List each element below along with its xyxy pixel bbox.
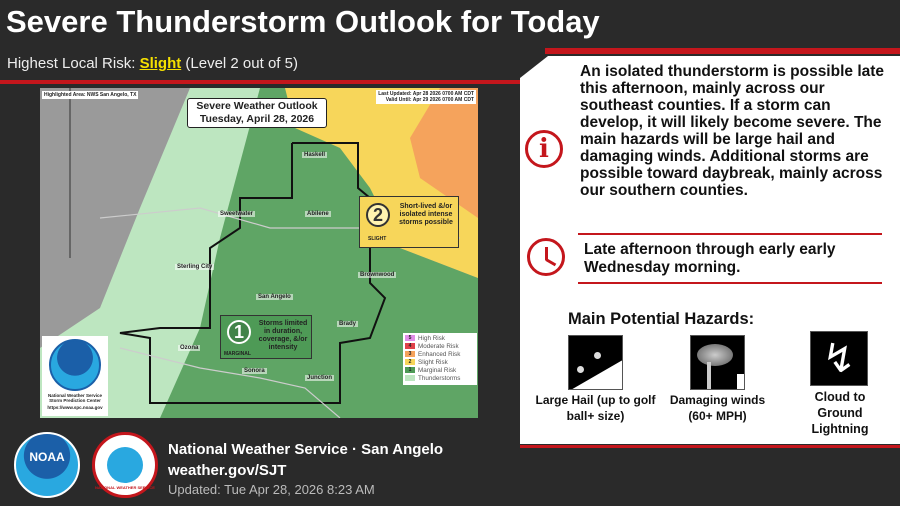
legend-item: 2 Slight Risk xyxy=(405,359,475,367)
risk-prefix: Highest Local Risk: xyxy=(7,55,140,72)
legend-swatch: 2 xyxy=(405,359,415,366)
risk-level: Slight xyxy=(139,55,182,72)
city-label: Sterling City xyxy=(175,264,215,270)
legend-swatch: 3 xyxy=(405,351,415,358)
legend-label: Thunderstorms xyxy=(418,375,461,382)
timing-text: Late afternoon through early early Wedne… xyxy=(584,241,836,276)
footer-office: National Weather Service · San Angelo xyxy=(168,441,444,458)
legend-swatch xyxy=(405,375,415,382)
city-label: Haskell xyxy=(302,152,328,158)
red-stripe xyxy=(0,80,520,84)
last-updated: Last Updated: Apr 28 2026 0700 AM CDT xyxy=(378,91,474,97)
highlighted-area: Highlighted Area: NWS San Angelo, TX xyxy=(42,91,139,99)
legend-label: Enhanced Risk xyxy=(418,351,461,358)
footer-url[interactable]: weather.gov/SJT xyxy=(168,462,287,479)
risk-legend: 5 High Risk 4 Moderate Risk 3 Enhanced Risk 2 S… xyxy=(403,333,477,385)
city-label: Junction xyxy=(305,375,334,381)
footer-updated: Updated: Tue Apr 28, 2026 8:23 AM xyxy=(168,482,375,497)
legend-item: 1 Marginal Risk xyxy=(405,367,475,375)
outlook-title-box: Severe Weather Outlook Tuesday, April 28,… xyxy=(187,98,327,128)
valid-until: Valid Until: Apr 29 2026 0700 AM CDT xyxy=(385,97,474,103)
red-stripe-bottom xyxy=(520,445,900,448)
spc-line1: National Weather Service xyxy=(48,393,102,398)
legend-swatch: 4 xyxy=(405,343,415,350)
noaa-logo xyxy=(49,339,101,391)
nws-footer-logo: NATIONAL WEATHER SERVICE xyxy=(92,432,158,498)
slight-risk-box: 2 SLIGHT Short-lived &/or isolated inten… xyxy=(359,196,459,248)
red-stripe-top xyxy=(545,48,900,54)
legend-item: Thunderstorms xyxy=(405,375,475,383)
city-label: Brady xyxy=(337,321,359,327)
risk-suffix: (Level 2 out of 5) xyxy=(181,55,298,72)
legend-item: 5 High Risk xyxy=(405,335,475,343)
city-label: Brownwood xyxy=(358,272,397,278)
marginal-label: MARGINAL xyxy=(224,351,251,357)
legend-label: High Risk xyxy=(418,335,445,342)
marginal-text: Storms limited in duration, coverage, &/… xyxy=(258,320,308,351)
noaa-logo-text: NOAA xyxy=(29,450,65,464)
marginal-risk-box: 1 MARGINAL Storms limited in duration, c… xyxy=(220,315,312,359)
city-label: San Angelo xyxy=(256,294,293,300)
divider xyxy=(578,282,882,284)
slight-text: Short-lived &/or isolated intense storms… xyxy=(399,203,453,226)
outlook-date: Tuesday, April 28, 2026 xyxy=(199,113,315,125)
info-icon: i xyxy=(525,130,563,168)
slight-risk-number: 2 xyxy=(366,203,390,227)
risk-subtitle: Highest Local Risk: Slight (Level 2 out … xyxy=(7,55,298,72)
lightning-icon: ↯ xyxy=(810,331,868,386)
city-label: Ozona xyxy=(178,345,201,351)
hazards-title: Main Potential Hazards: xyxy=(568,310,755,328)
outlook-title: Severe Weather Outlook xyxy=(196,100,318,112)
spc-card: National Weather Service Storm Predictio… xyxy=(42,336,108,416)
legend-item: 3 Enhanced Risk xyxy=(405,351,475,359)
city-label: Sweetwater xyxy=(218,211,256,217)
spc-url: https://www.spc.noaa.gov xyxy=(47,405,103,410)
noaa-footer-logo: NOAA xyxy=(14,432,80,498)
wind-icon xyxy=(690,335,745,390)
outlook-map: Highlighted Area: NWS San Angelo, TX Las… xyxy=(40,88,478,418)
hazard-label-hail: Large Hail (up to golf ball+ size) xyxy=(535,393,656,423)
hazard-label-wind: Damaging winds (60+ MPH) xyxy=(669,393,766,423)
nws-logo-text: NATIONAL WEATHER SERVICE xyxy=(95,485,155,490)
hazard-label-lightning: Cloud to Ground Lightning xyxy=(811,390,869,436)
city-label: Sonora xyxy=(242,368,267,374)
summary-text: An isolated thunderstorm is possible lat… xyxy=(580,63,885,199)
city-label: Abilene xyxy=(305,211,331,217)
divider xyxy=(578,233,882,235)
update-times: Last Updated: Apr 28 2026 0700 AM CDT Val… xyxy=(376,90,476,104)
legend-swatch: 5 xyxy=(405,335,415,342)
legend-swatch: 1 xyxy=(405,367,415,374)
page-title: Severe Thunderstorm Outlook for Today xyxy=(6,4,600,39)
legend-label: Marginal Risk xyxy=(418,367,457,374)
legend-item: 4 Moderate Risk xyxy=(405,343,475,351)
clock-icon xyxy=(527,238,565,276)
legend-label: Moderate Risk xyxy=(418,343,459,350)
slight-label: SLIGHT xyxy=(368,236,387,242)
legend-label: Slight Risk xyxy=(418,359,448,366)
hail-icon xyxy=(568,335,623,390)
marginal-risk-number: 1 xyxy=(227,320,251,344)
spc-line2: Storm Prediction Center xyxy=(49,398,101,403)
